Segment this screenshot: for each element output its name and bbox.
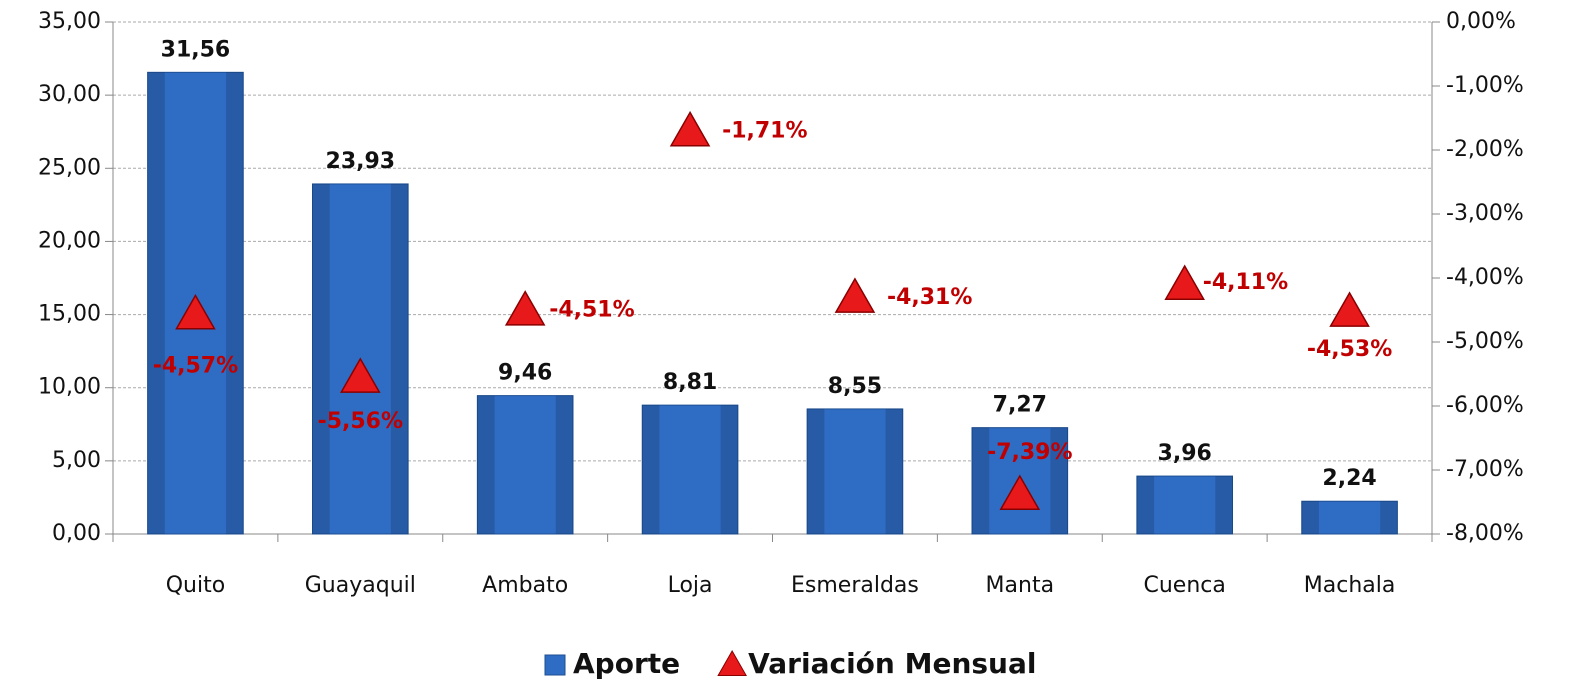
value-label: 23,93 [326, 149, 396, 174]
value-label: 8,55 [828, 374, 882, 399]
marker [669, 110, 711, 147]
y2-tick-label: -5,00% [1446, 329, 1524, 354]
y2-tick-label: -1,00% [1446, 73, 1524, 98]
bar [1136, 475, 1234, 535]
legend-swatch [717, 649, 748, 676]
value-label: -4,53% [1307, 337, 1392, 362]
value-label: 2,24 [1322, 466, 1376, 491]
bar-shade [1050, 427, 1068, 534]
y-tick-label: 10,00 [38, 375, 101, 400]
value-label: -4,11% [1203, 270, 1288, 295]
marker [834, 277, 876, 313]
y-tick-label: 0,00 [52, 521, 101, 546]
x-tick-label: Ambato [482, 573, 568, 598]
value-label: -4,51% [549, 298, 634, 323]
bar-shade [1380, 501, 1398, 534]
y-tick-label: 15,00 [38, 302, 101, 327]
marker [1329, 291, 1370, 327]
bar [1301, 500, 1398, 535]
marker [504, 290, 546, 326]
bar-shade [642, 405, 660, 534]
bar-shade [312, 183, 330, 534]
y-tick-label: 25,00 [38, 155, 101, 180]
value-label: 31,56 [161, 37, 231, 62]
value-label: -5,56% [318, 409, 403, 434]
marker [340, 357, 381, 393]
value-label: -4,57% [153, 353, 238, 378]
legend-swatch [544, 654, 566, 676]
value-label: 7,27 [993, 393, 1047, 418]
x-tick-label: Manta [986, 573, 1055, 598]
y2-tick-label: -4,00% [1446, 265, 1524, 290]
bar-shade [1301, 501, 1319, 534]
marker [175, 293, 216, 330]
y-tick-label: 30,00 [38, 82, 101, 107]
bar-shade [477, 395, 495, 534]
bar [476, 395, 574, 535]
bar-shade [555, 395, 574, 534]
y2-tick-label: -7,00% [1446, 457, 1524, 482]
y-tick-label: 35,00 [38, 9, 101, 34]
y2-tick-label: -8,00% [1446, 521, 1524, 546]
x-tick-label: Quito [166, 573, 225, 598]
value-label: -4,31% [887, 285, 972, 310]
x-tick-label: Guayaquil [305, 573, 416, 598]
y2-tick-label: -3,00% [1446, 201, 1524, 226]
bar [641, 404, 739, 535]
y2-tick-label: -2,00% [1446, 137, 1524, 162]
bar-shade [885, 408, 903, 534]
bar-shade [720, 405, 738, 534]
y2-tick-label: 0,00% [1446, 9, 1516, 34]
y-tick-label: 5,00 [52, 448, 101, 473]
bar-shade [147, 72, 165, 534]
legend-label: Aporte [573, 647, 680, 680]
x-tick-label: Machala [1304, 573, 1396, 598]
x-tick-label: Loja [668, 573, 713, 598]
bar-shade [226, 72, 244, 534]
bar [806, 408, 904, 535]
marker [1164, 264, 1205, 301]
value-label: 3,96 [1158, 441, 1212, 466]
bar-shade [390, 183, 409, 534]
value-label: -7,39% [987, 440, 1072, 465]
y-tick-label: 20,00 [38, 228, 101, 253]
marker [999, 474, 1041, 510]
value-label: 9,46 [498, 361, 552, 386]
y2-tick-label: -6,00% [1446, 393, 1524, 418]
bar-shade [971, 427, 990, 534]
x-tick-label: Cuenca [1144, 573, 1226, 598]
bar-shade [1136, 476, 1155, 534]
bar-shade [1215, 476, 1233, 534]
x-tick-label: Esmeraldas [791, 573, 919, 598]
value-label: 8,81 [663, 370, 717, 395]
value-label: -1,71% [722, 118, 807, 143]
legend-label: Variación Mensual [748, 647, 1036, 680]
bar-shade [807, 408, 825, 534]
